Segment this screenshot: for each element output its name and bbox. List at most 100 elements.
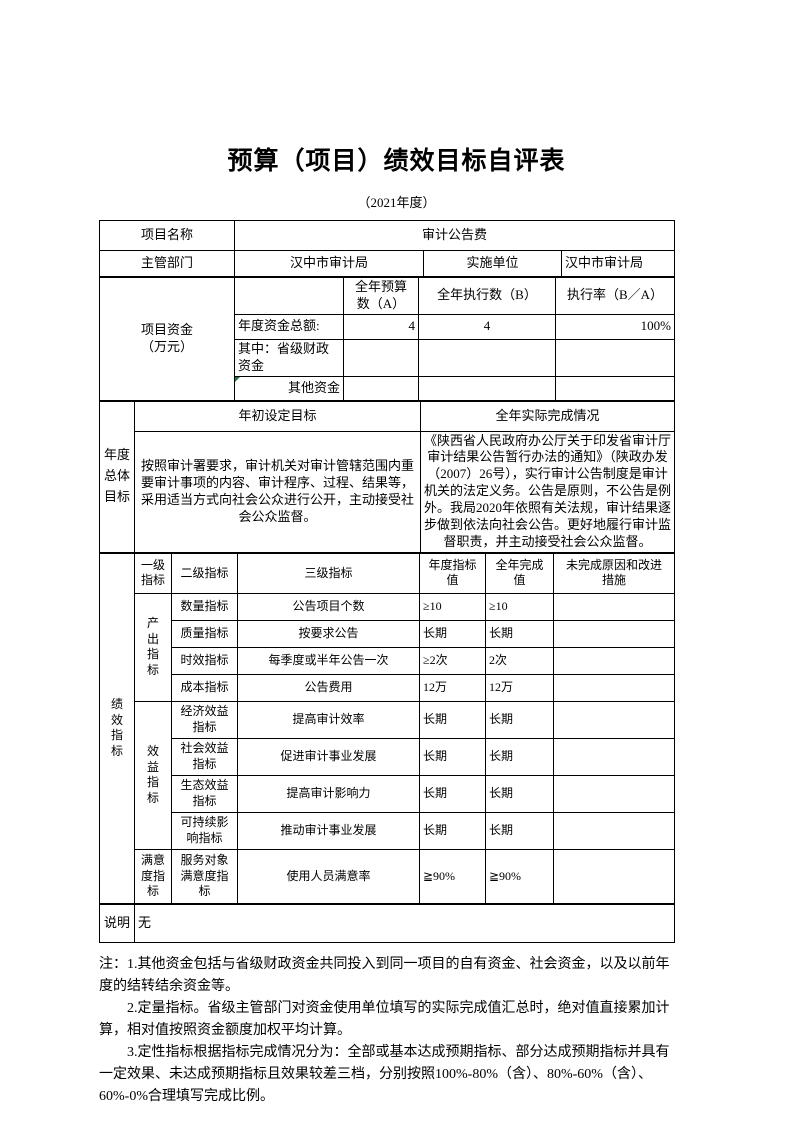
funds-budget-value (343, 375, 419, 401)
level1-group-label: 满意 度指 标 (134, 848, 172, 904)
performance-indicators-table: 绩 效 指 标 一级 指标 二级指标 三级指标 年度指标 值 全年完成 值 未完… (99, 552, 675, 904)
annual-goal-col-actual: 全年实际完成情况 (420, 400, 675, 432)
table-row: 主管部门 汉中市审计局 实施单位 汉中市审计局 (99, 250, 676, 277)
indicator-target: ≥10 (419, 592, 486, 621)
indicator-l2: 数量指标 (171, 592, 238, 621)
impl-unit-value: 汉中市审计局 (560, 250, 676, 277)
funds-exec-value (418, 375, 556, 401)
indicator-reason (553, 774, 675, 813)
funds-spacer-cell (234, 277, 344, 315)
indicator-actual: 12万 (485, 673, 554, 702)
indicator-target: 长期 (419, 811, 486, 850)
self-eval-table: 项目名称 审计公告费 主管部门 汉中市审计局 实施单位 汉中市审计局 项目资金 … (99, 220, 676, 943)
indicator-l3: 公告费用 (237, 673, 420, 702)
funds-exec-value: 4 (418, 313, 556, 340)
indicator-l3: 推动审计事业发展 (237, 811, 420, 850)
green-corner-marker-icon (235, 377, 240, 382)
dept-value: 汉中市审计局 (234, 250, 424, 277)
project-funds-table: 项目资金 （万元） 全年预算 数（A） 全年执行数（B） 执行率（B／A） 年度… (99, 277, 675, 401)
indicator-l3: 公告项目个数 (237, 592, 420, 621)
indicator-reason (553, 592, 675, 621)
indicator-target: ≥2次 (419, 646, 486, 675)
indicator-actual: 长期 (485, 737, 554, 776)
indicator-actual: 长期 (485, 700, 554, 739)
remark-label: 说明 (99, 903, 135, 943)
indicator-l2: 服务对象 满意度指 标 (171, 848, 238, 904)
table-row: 按照审计署要求，审计机关对审计管辖范围内重要审计事项的内容、审计程序、过程、结果… (100, 430, 675, 553)
table-row: 项目名称 审计公告费 (99, 220, 676, 251)
indicator-reason (553, 848, 675, 904)
funds-rate-value (555, 375, 675, 401)
indicator-l3: 促进审计事业发展 (237, 737, 420, 776)
note-item: 注：1.其他资金包括与省级财政资金共同投入到同一项目的自有资金、社会资金，以及以… (99, 956, 670, 994)
note-item: 3.定性指标根据指标完成情况分为：全部或基本达成预期指标、部分达成预期指标并具有… (99, 1045, 670, 1105)
indicator-actual: ≧90% (485, 848, 554, 904)
indicator-row: 时效指标 每季度或半年公告一次 ≥2次 2次 (100, 646, 675, 675)
funds-rate-value (555, 338, 675, 377)
funds-exec-value (418, 338, 556, 377)
indicator-l2: 时效指标 (171, 646, 238, 675)
indicators-col-level3: 三级指标 (237, 552, 420, 594)
project-name-value: 审计公告费 (233, 220, 676, 251)
funds-row-label: 年度资金总额: (234, 313, 344, 340)
indicator-row: 质量指标 按要求公告 长期 长期 (100, 619, 675, 648)
indicator-actual: 长期 (485, 619, 554, 648)
indicator-reason (553, 646, 675, 675)
page-subtitle: （2021年度） (357, 195, 436, 210)
indicator-row: 产 出 指 标 数量指标 公告项目个数 ≥10 ≥10 (100, 592, 675, 702)
indicator-target: 12万 (419, 673, 486, 702)
indicator-row: 社会效益 指标 促进审计事业发展 长期 长期 (100, 737, 675, 776)
dept-label: 主管部门 (99, 250, 235, 277)
indicator-reason (553, 811, 675, 850)
indicators-section-label: 绩 效 指 标 (99, 552, 135, 904)
indicators-col-level2: 二级指标 (171, 552, 238, 594)
annual-goal-col-set: 年初设定目标 (134, 400, 421, 432)
indicator-reason (553, 700, 675, 739)
page-title: 预算（项目）绩效目标自评表 (227, 148, 566, 175)
table-row: 项目资金 （万元） 全年预算 数（A） 全年执行数（B） 执行率（B／A） (99, 277, 675, 401)
annual-goal-actual-text: 《陕西省人民政府办公厅关于印发省审计厅审计结果公告暂行办法的通知》（陕政办发（2… (420, 430, 675, 553)
table-row: 绩 效 指 标 一级 指标 二级指标 三级指标 年度指标 值 全年完成 值 未完… (99, 552, 675, 904)
note-item: 2.定量指标。省级主管部门对资金使用单位填写的实际完成值汇总时，绝对值直接累加计… (99, 1001, 670, 1039)
annual-goal-section-label: 年度 总体 目标 (99, 400, 135, 553)
indicator-l3: 使用人员满意率 (237, 848, 420, 904)
project-name-label: 项目名称 (99, 220, 235, 251)
indicator-row: 效 益 指 标 经济效益 指标 提高审计效率 长期 长期 (100, 700, 675, 850)
indicator-reason (553, 737, 675, 776)
indicator-l2: 经济效益 指标 (171, 700, 238, 739)
indicators-col-reason: 未完成原因和改进 措施 (553, 552, 675, 594)
funds-budget-value (343, 338, 419, 377)
table-row: 其中：省级财政 资金 (100, 338, 675, 377)
table-row: 年度 总体 目标 年初设定目标 全年实际完成情况 (99, 400, 675, 553)
funds-row-label: 其中：省级财政 资金 (234, 338, 344, 377)
indicator-row: 生态效益 指标 提高审计影响力 长期 长期 (100, 774, 675, 813)
funds-budget-value: 4 (343, 313, 419, 340)
indicators-col-target: 年度指标 值 (419, 552, 486, 594)
indicator-l2: 成本指标 (171, 673, 238, 702)
funds-rate-value: 100% (555, 313, 675, 340)
level1-group-label: 效 益 指 标 (134, 700, 172, 850)
indicator-actual: 长期 (485, 774, 554, 813)
funds-col-budget: 全年预算 数（A） (343, 277, 419, 315)
indicator-target: 长期 (419, 774, 486, 813)
impl-unit-label: 实施单位 (423, 250, 562, 277)
indicator-l3: 提高审计效率 (237, 700, 420, 739)
table-row: 说明 无 (99, 903, 675, 943)
indicator-target: 长期 (419, 700, 486, 739)
indicator-l2: 可持续影 响指标 (171, 811, 238, 850)
indicators-col-actual: 全年完成 值 (485, 552, 554, 594)
project-info-table: 项目名称 审计公告费 主管部门 汉中市审计局 实施单位 汉中市审计局 (99, 220, 676, 277)
indicator-l2: 社会效益 指标 (171, 737, 238, 776)
funds-section-label: 项目资金 （万元） (99, 277, 235, 401)
remark-table: 说明 无 (99, 903, 675, 943)
indicator-reason (553, 673, 675, 702)
indicator-l3: 提高审计影响力 (237, 774, 420, 813)
indicator-row: 成本指标 公告费用 12万 12万 (100, 673, 675, 702)
funds-col-exec: 全年执行数（B） (418, 277, 556, 315)
indicator-target: ≧90% (419, 848, 486, 904)
annual-goal-set-text: 按照审计署要求，审计机关对审计管辖范围内重要审计事项的内容、审计程序、过程、结果… (134, 430, 421, 553)
indicators-col-level1: 一级 指标 (134, 552, 172, 594)
indicator-reason (553, 619, 675, 648)
indicator-target: 长期 (419, 619, 486, 648)
